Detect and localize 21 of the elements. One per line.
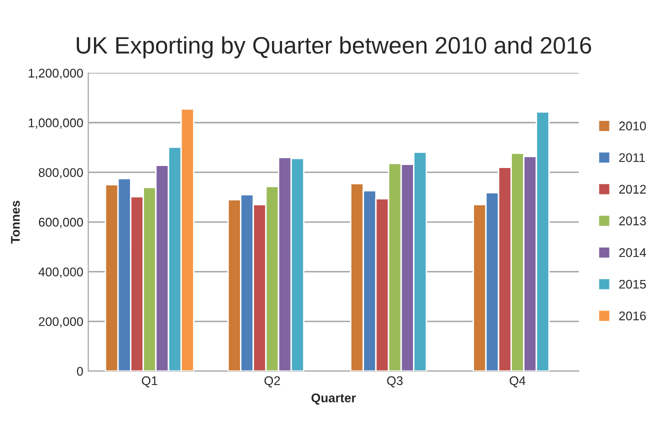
y-axis-title: Tonnes bbox=[11, 200, 20, 244]
chart-title: UK Exporting by Quarter between 2010 and 2016 bbox=[76, 36, 592, 58]
legend-label: 2010 bbox=[619, 122, 646, 130]
x-tick-label: Q2 bbox=[264, 376, 280, 388]
y-tick-label: 1,000,000 bbox=[28, 118, 83, 129]
y-tick-label: 400,000 bbox=[38, 268, 83, 278]
legend-label: 2016 bbox=[619, 311, 646, 320]
x-tick-label: Q1 bbox=[142, 376, 158, 388]
legend-label: 2011 bbox=[619, 153, 645, 162]
legend-label: 2013 bbox=[619, 216, 646, 226]
y-tick-label: 600,000 bbox=[38, 218, 83, 228]
y-tick-label: 0 bbox=[76, 366, 83, 376]
x-tick-label: Q3 bbox=[387, 376, 403, 388]
y-tick-label: 200,000 bbox=[38, 317, 83, 328]
x-axis-title: Quarter bbox=[311, 393, 356, 405]
x-tick-label: Q4 bbox=[510, 376, 526, 388]
y-tick-label: 800,000 bbox=[38, 168, 83, 178]
legend-label: 2015 bbox=[619, 280, 646, 289]
legend-label: 2014 bbox=[619, 248, 646, 258]
y-tick-label: 1,200,000 bbox=[28, 68, 83, 80]
legend-label: 2012 bbox=[619, 184, 646, 194]
